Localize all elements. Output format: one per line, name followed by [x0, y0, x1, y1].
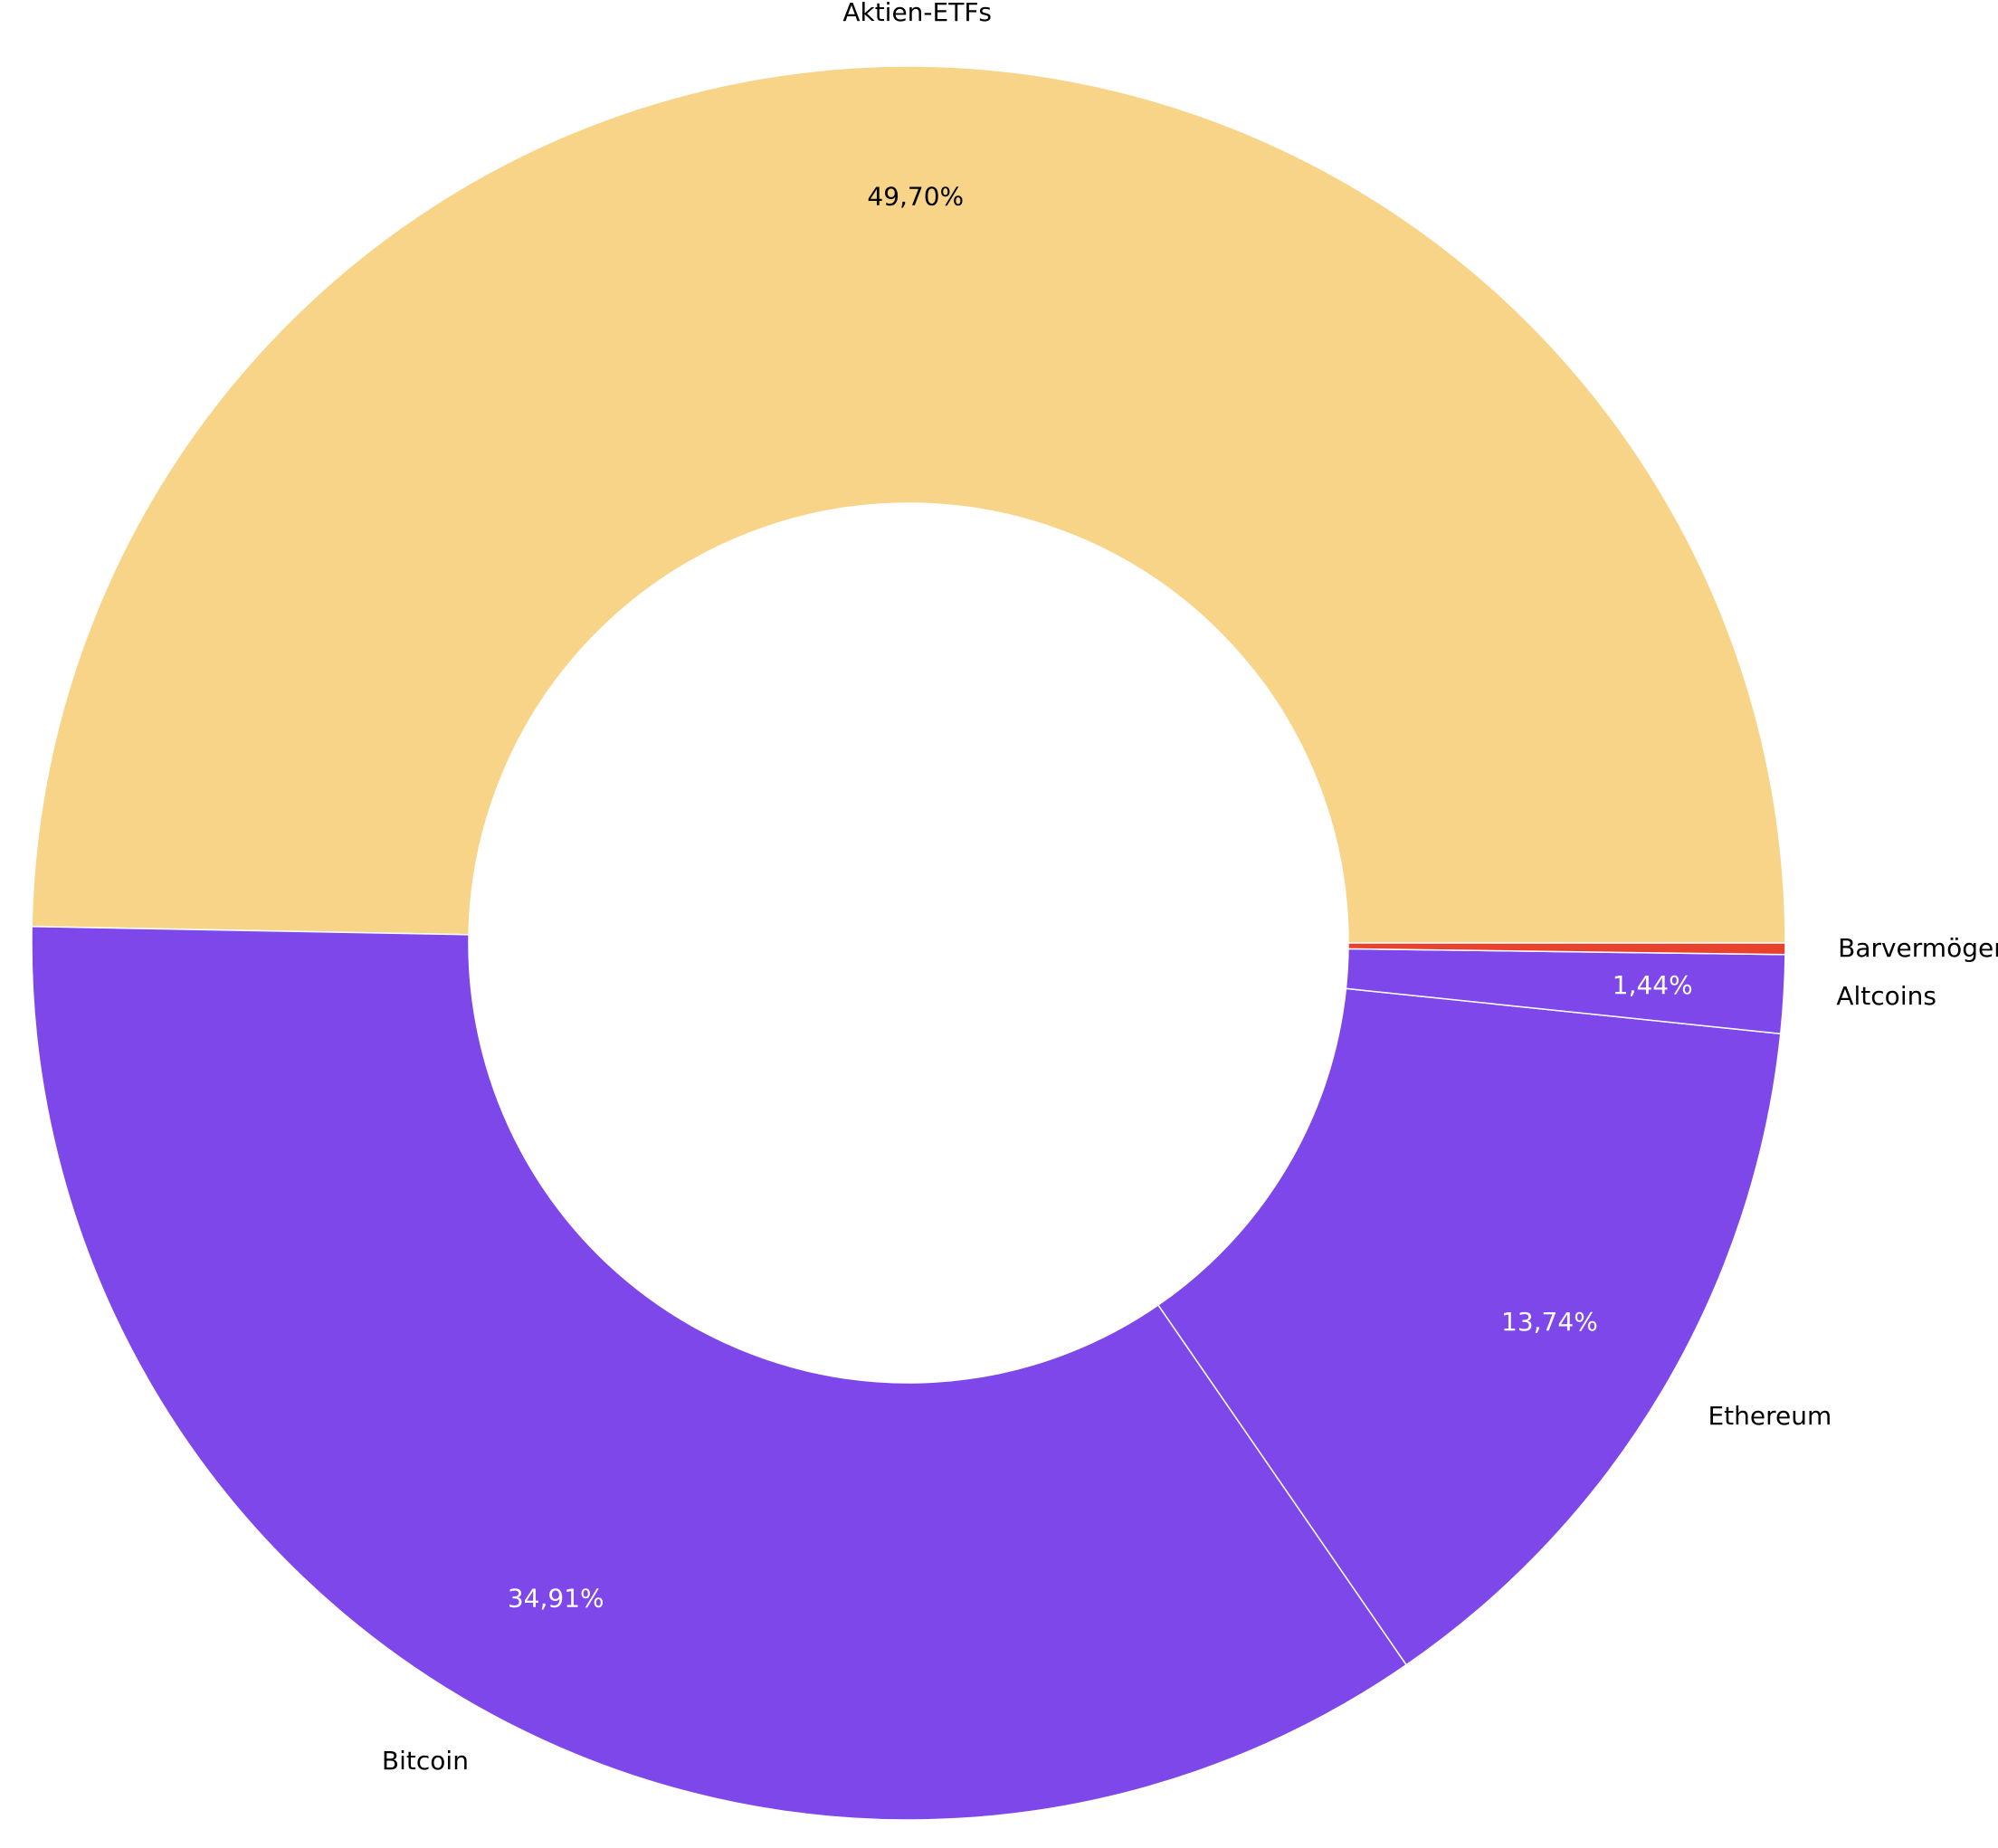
- category-label: Altcoins: [1836, 981, 1936, 1011]
- wedge: [31, 925, 1408, 1821]
- value-label: 1,44%: [1613, 970, 1693, 1000]
- value-label: 13,74%: [1501, 1307, 1598, 1337]
- value-label: 34,91%: [508, 1584, 604, 1614]
- wedge: [31, 65, 1786, 944]
- category-label: Ethereum: [1708, 1401, 1832, 1431]
- category-label: Bitcoin: [382, 1746, 469, 1776]
- value-label: 49,70%: [867, 181, 964, 211]
- category-label: Barvermögen: [1838, 933, 1998, 963]
- wedge: [1156, 987, 1782, 1666]
- category-label: Aktien-ETFs: [842, 0, 992, 27]
- wedge: [1347, 942, 1786, 956]
